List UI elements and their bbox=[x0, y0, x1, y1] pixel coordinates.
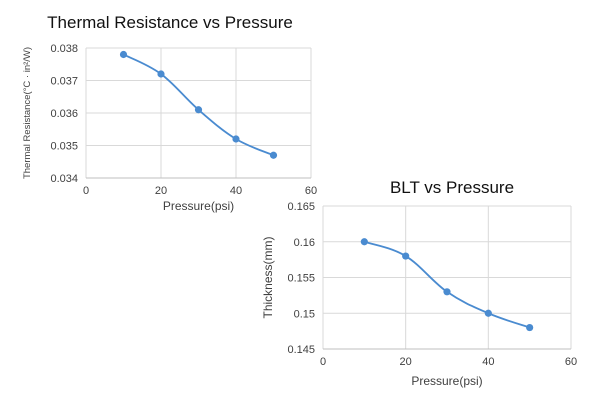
y-axis-title: Thermal Resistance(°C · in²/W) bbox=[22, 47, 33, 179]
data-point bbox=[119, 50, 128, 59]
chart-2: 0.145 0.15 0.155 0.16 0.165 0 20 40 60 BLT vs Pre… bbox=[261, 178, 577, 388]
x-axis-title: Pressure(psi) bbox=[163, 199, 234, 213]
y-tick-label: 0.038 bbox=[50, 43, 78, 55]
data-point bbox=[402, 252, 410, 260]
x-tick-label: 0 bbox=[83, 185, 89, 197]
series-line bbox=[123, 53, 274, 157]
x-axis-title: Pressure(psi) bbox=[411, 374, 482, 388]
chart-title: BLT vs Pressure bbox=[390, 178, 514, 197]
x-tick-label: 40 bbox=[230, 185, 242, 197]
series-line bbox=[364, 240, 530, 329]
data-point bbox=[360, 238, 368, 246]
y-tick-label: 0.034 bbox=[50, 173, 78, 185]
y-tick-label: 0.155 bbox=[287, 273, 315, 285]
x-tick-label: 20 bbox=[155, 185, 167, 197]
y-tick-label: 0.145 bbox=[287, 344, 315, 356]
data-point bbox=[443, 288, 451, 296]
data-point bbox=[157, 70, 165, 78]
y-tick-label: 0.16 bbox=[294, 237, 315, 249]
y-tick-label: 0.035 bbox=[50, 141, 78, 153]
y-tick-label: 0.15 bbox=[294, 308, 315, 320]
y-axis-title: Thickness(mm) bbox=[261, 236, 275, 318]
data-point bbox=[232, 135, 240, 143]
data-point bbox=[526, 323, 534, 332]
chart-title: Thermal Resistance vs Pressure bbox=[47, 13, 293, 32]
x-tick-label: 60 bbox=[305, 185, 317, 197]
data-point bbox=[484, 309, 492, 317]
y-tick-label: 0.165 bbox=[287, 201, 315, 213]
y-tick-label: 0.037 bbox=[50, 76, 78, 88]
x-tick-label: 0 bbox=[320, 356, 326, 368]
chart-1: 0.034 0.035 0.036 0.037 0.038 0 20 40 60 Thermal … bbox=[22, 13, 317, 213]
y-tick-label: 0.036 bbox=[50, 108, 78, 120]
x-tick-label: 20 bbox=[400, 356, 412, 368]
data-point bbox=[269, 151, 278, 159]
x-tick-label: 60 bbox=[565, 356, 577, 368]
x-tick-label: 40 bbox=[482, 356, 494, 368]
data-point bbox=[194, 106, 203, 114]
